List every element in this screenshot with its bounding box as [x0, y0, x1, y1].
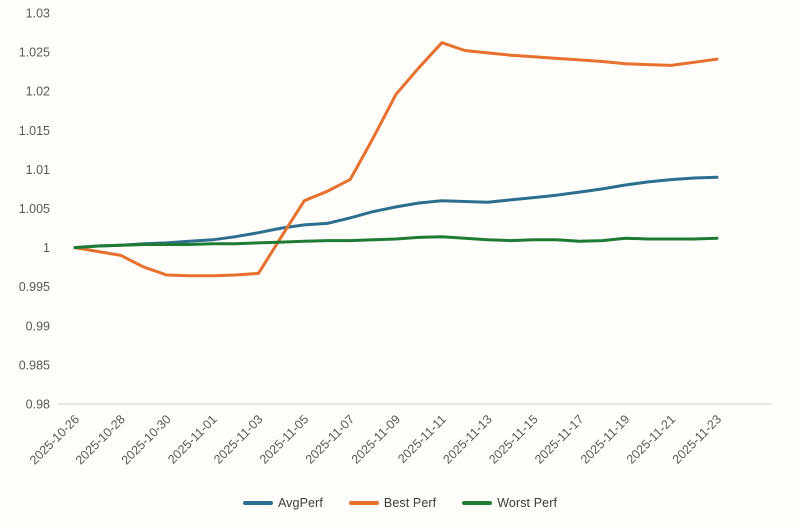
- y-tick-label: 1.02: [26, 85, 50, 99]
- x-tick-label: 2025-11-23: [670, 412, 724, 466]
- chart-legend: AvgPerf Best Perf Worst Perf: [0, 496, 800, 510]
- avgperf-line-marker-icon: [242, 501, 273, 505]
- best-perf-line-marker-icon: [348, 501, 379, 505]
- series-line-1: [73, 41, 719, 278]
- legend-item-worst-perf: Worst Perf: [462, 496, 557, 510]
- legend-item-avgperf: AvgPerf: [242, 496, 323, 510]
- series-line-2: [73, 235, 719, 250]
- y-tick-label: 0.995: [19, 280, 50, 294]
- y-tick-label: 1.01: [26, 163, 50, 177]
- legend-item-best-perf: Best Perf: [348, 496, 437, 510]
- x-tick-label: 2025-10-30: [119, 412, 174, 467]
- series-line-0: [73, 175, 719, 250]
- y-tick-label: 1: [43, 241, 50, 255]
- y-tick-label: 0.98: [26, 398, 50, 412]
- legend-label-avgperf: AvgPerf: [277, 496, 323, 510]
- y-tick-label: 1.03: [26, 7, 50, 21]
- legend-label-worst-perf: Worst Perf: [497, 496, 558, 510]
- x-tick-label: 2025-11-09: [349, 412, 403, 466]
- y-tick-label: 1.015: [19, 124, 50, 138]
- worst-perf-line-marker-icon: [462, 501, 493, 505]
- y-tick-label: 1.005: [19, 202, 50, 216]
- y-tick-label: 1.025: [19, 46, 50, 60]
- legend-label-best-perf: Best Perf: [383, 496, 437, 510]
- y-tick-label: 0.985: [19, 358, 50, 372]
- y-tick-label: 0.99: [26, 319, 50, 333]
